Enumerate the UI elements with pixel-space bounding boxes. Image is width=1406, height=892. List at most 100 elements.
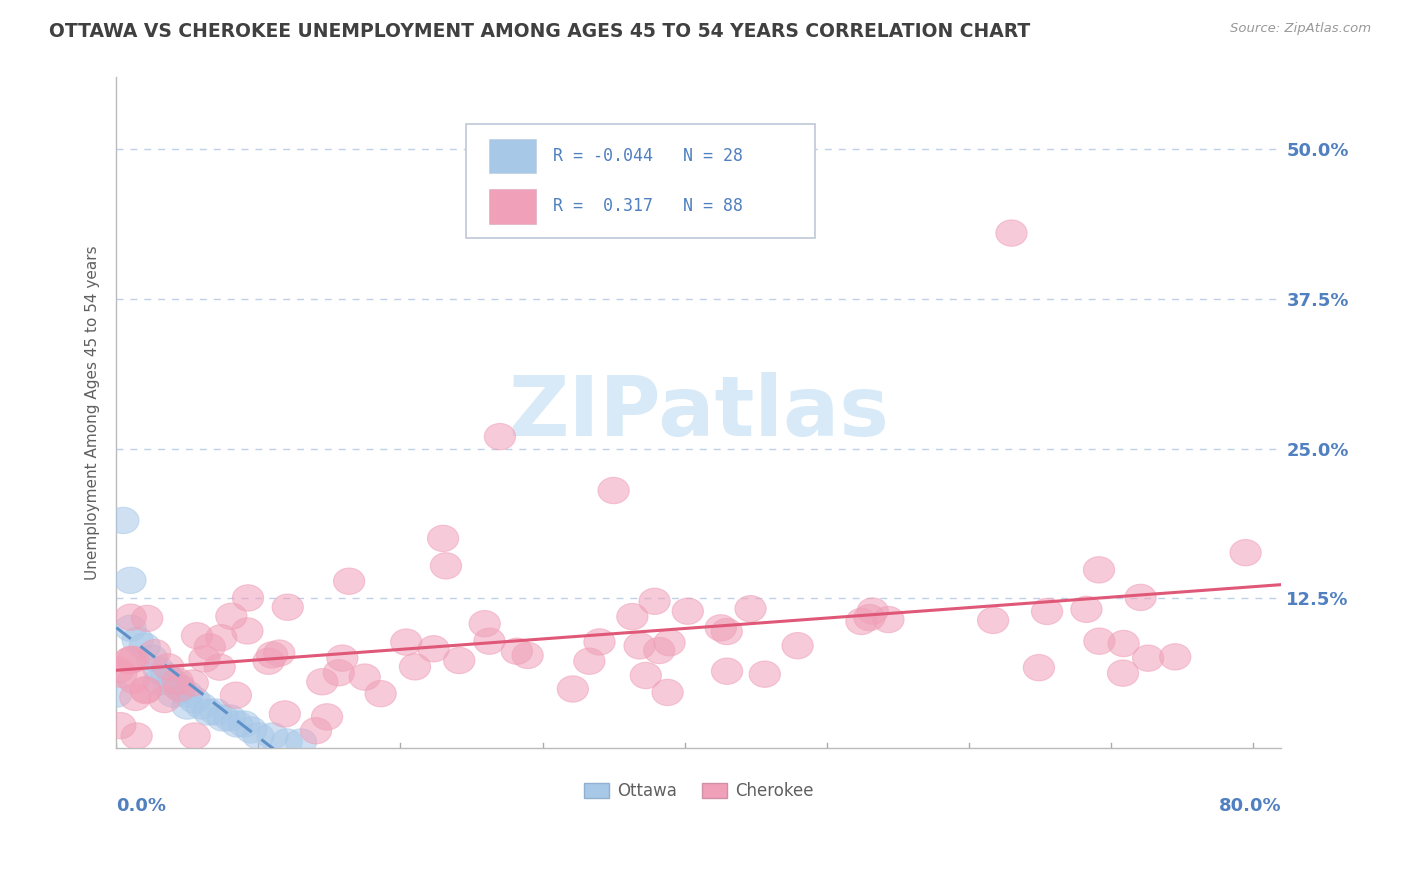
Ellipse shape <box>333 568 364 594</box>
Ellipse shape <box>273 594 304 621</box>
Bar <box>489 139 536 173</box>
Ellipse shape <box>644 637 675 664</box>
Ellipse shape <box>323 659 354 686</box>
Ellipse shape <box>624 632 655 659</box>
Ellipse shape <box>263 640 295 666</box>
Ellipse shape <box>349 664 381 690</box>
Ellipse shape <box>672 598 703 624</box>
Ellipse shape <box>557 676 589 702</box>
Ellipse shape <box>1125 584 1156 610</box>
Ellipse shape <box>253 648 284 674</box>
Ellipse shape <box>630 663 661 689</box>
Ellipse shape <box>1084 628 1115 655</box>
Ellipse shape <box>108 508 139 533</box>
Ellipse shape <box>443 648 475 673</box>
Ellipse shape <box>735 596 766 622</box>
Ellipse shape <box>617 603 648 630</box>
Ellipse shape <box>232 618 263 644</box>
Ellipse shape <box>269 701 301 727</box>
Ellipse shape <box>136 645 167 672</box>
Ellipse shape <box>204 654 235 681</box>
Ellipse shape <box>858 598 889 624</box>
Text: R = -0.044   N = 28: R = -0.044 N = 28 <box>553 147 744 165</box>
Ellipse shape <box>470 610 501 637</box>
Ellipse shape <box>118 667 149 693</box>
Ellipse shape <box>205 624 236 651</box>
Ellipse shape <box>326 645 359 672</box>
Ellipse shape <box>711 618 742 645</box>
Ellipse shape <box>177 670 208 696</box>
Ellipse shape <box>118 647 149 673</box>
Ellipse shape <box>179 723 211 749</box>
Ellipse shape <box>157 681 188 707</box>
Text: 0.0%: 0.0% <box>117 797 166 814</box>
Ellipse shape <box>271 729 302 756</box>
Ellipse shape <box>207 705 239 731</box>
Ellipse shape <box>749 661 780 688</box>
Ellipse shape <box>221 682 252 708</box>
Ellipse shape <box>391 629 422 656</box>
Ellipse shape <box>598 477 630 504</box>
Ellipse shape <box>131 677 162 704</box>
Ellipse shape <box>652 680 683 706</box>
Ellipse shape <box>121 723 152 749</box>
Ellipse shape <box>977 607 1008 633</box>
Ellipse shape <box>122 627 153 653</box>
Ellipse shape <box>257 723 288 749</box>
Ellipse shape <box>103 657 134 683</box>
Ellipse shape <box>149 686 180 713</box>
Ellipse shape <box>221 711 253 737</box>
Ellipse shape <box>418 636 450 662</box>
Ellipse shape <box>150 663 181 690</box>
Ellipse shape <box>179 687 209 714</box>
Ellipse shape <box>114 648 145 673</box>
Ellipse shape <box>115 604 146 631</box>
Ellipse shape <box>153 654 184 680</box>
Text: ZIPatlas: ZIPatlas <box>509 372 890 453</box>
Ellipse shape <box>115 567 146 593</box>
Ellipse shape <box>188 646 221 673</box>
Ellipse shape <box>256 641 288 668</box>
Y-axis label: Unemployment Among Ages 45 to 54 years: Unemployment Among Ages 45 to 54 years <box>86 245 100 580</box>
Ellipse shape <box>1230 540 1261 566</box>
Ellipse shape <box>311 704 343 730</box>
Ellipse shape <box>583 629 614 655</box>
Ellipse shape <box>654 630 685 656</box>
Ellipse shape <box>574 648 605 674</box>
Ellipse shape <box>115 615 146 641</box>
Ellipse shape <box>711 658 742 684</box>
Ellipse shape <box>193 698 225 725</box>
Ellipse shape <box>1032 599 1063 624</box>
Ellipse shape <box>101 681 132 707</box>
Ellipse shape <box>243 723 274 749</box>
Ellipse shape <box>236 717 267 743</box>
Ellipse shape <box>215 603 247 630</box>
Ellipse shape <box>782 632 813 659</box>
Ellipse shape <box>1160 644 1191 670</box>
Ellipse shape <box>104 713 136 739</box>
Ellipse shape <box>1071 596 1102 623</box>
Ellipse shape <box>172 693 202 719</box>
Text: R =  0.317   N = 88: R = 0.317 N = 88 <box>553 197 744 216</box>
Ellipse shape <box>214 705 246 731</box>
Ellipse shape <box>162 668 194 695</box>
Ellipse shape <box>285 729 316 756</box>
Ellipse shape <box>232 585 264 611</box>
Ellipse shape <box>474 628 505 655</box>
Ellipse shape <box>186 693 217 719</box>
Ellipse shape <box>301 717 332 744</box>
Ellipse shape <box>181 623 212 648</box>
Ellipse shape <box>1132 645 1164 672</box>
Ellipse shape <box>172 681 202 707</box>
Legend: Ottawa, Cherokee: Ottawa, Cherokee <box>578 775 821 806</box>
Ellipse shape <box>1108 660 1139 686</box>
Ellipse shape <box>194 633 225 660</box>
Text: Source: ZipAtlas.com: Source: ZipAtlas.com <box>1230 22 1371 36</box>
FancyBboxPatch shape <box>465 124 815 238</box>
Ellipse shape <box>430 553 461 579</box>
Ellipse shape <box>307 669 337 695</box>
Ellipse shape <box>853 605 886 631</box>
Ellipse shape <box>165 675 195 701</box>
Ellipse shape <box>366 681 396 706</box>
Ellipse shape <box>129 676 162 703</box>
